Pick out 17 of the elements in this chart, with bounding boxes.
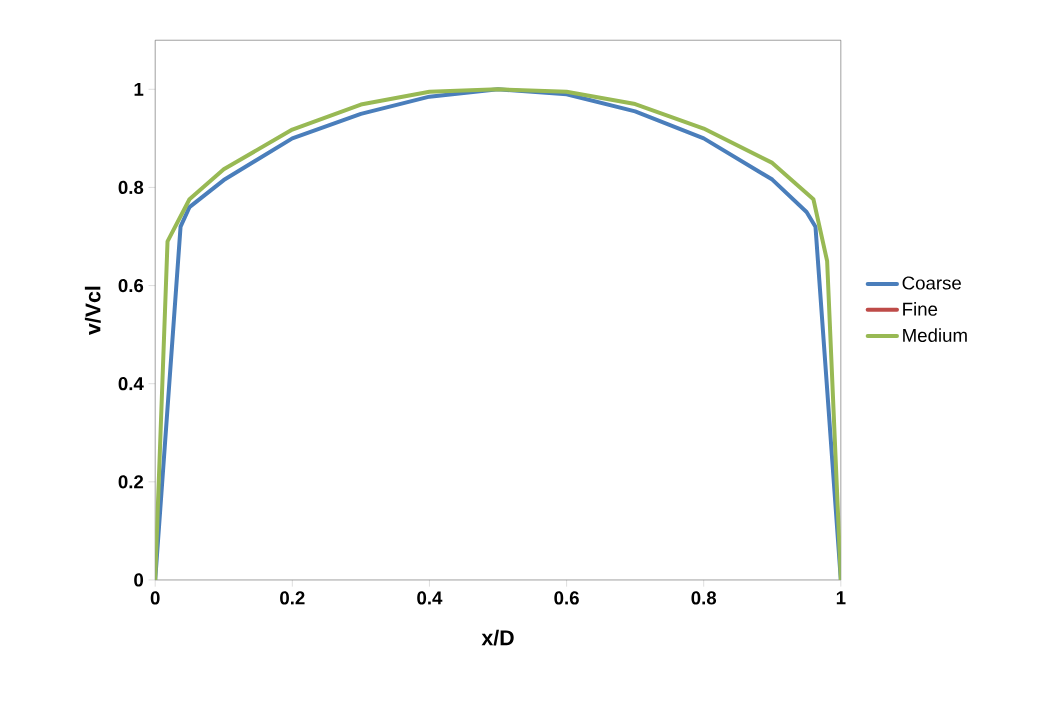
y-tick-label: 0.6	[118, 278, 144, 293]
x-tick-label: 0	[150, 591, 160, 605]
legend-label: Coarse	[902, 276, 961, 290]
y-tick-label: 0.2	[118, 475, 144, 489]
x-tick-label: 0.6	[554, 591, 579, 605]
y-tick-label: 1	[134, 82, 144, 96]
y-tick-label: 0.4	[118, 377, 144, 391]
x-tick-label: 1	[836, 591, 846, 605]
legend-label: Fine	[903, 302, 938, 316]
legend-label: Medium	[903, 328, 967, 342]
y-tick-label: 0	[134, 573, 144, 587]
x-tick-label: 0.8	[691, 591, 717, 605]
y-tick-label: 0.8	[118, 180, 144, 194]
x-tick-label: 0.2	[280, 591, 305, 605]
x-axis-title: x/D	[481, 629, 514, 646]
x-tick-label: 0.4	[417, 591, 443, 605]
y-axis-title: v/Vcl	[84, 286, 101, 335]
